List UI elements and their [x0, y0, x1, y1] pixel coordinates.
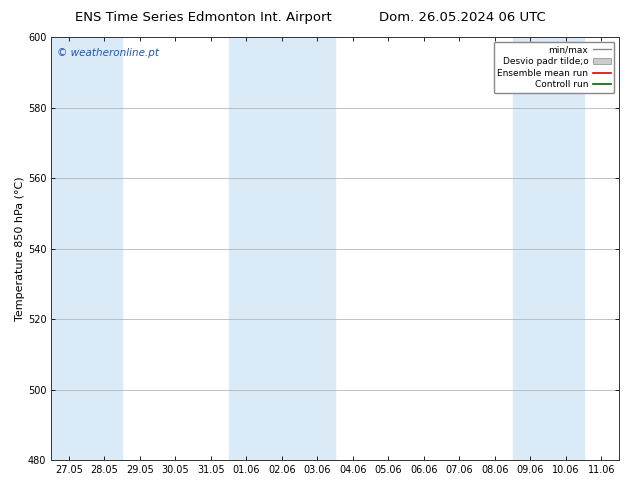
Bar — [512, 37, 583, 460]
Legend: min/max, Desvio padr tilde;o, Ensemble mean run, Controll run: min/max, Desvio padr tilde;o, Ensemble m… — [494, 42, 614, 93]
Text: © weatheronline.pt: © weatheronline.pt — [57, 48, 159, 58]
Text: ENS Time Series Edmonton Int. Airport: ENS Time Series Edmonton Int. Airport — [75, 11, 331, 24]
Bar — [51, 37, 122, 460]
Y-axis label: Temperature 850 hPa (°C): Temperature 850 hPa (°C) — [15, 176, 25, 321]
Bar — [229, 37, 335, 460]
Text: Dom. 26.05.2024 06 UTC: Dom. 26.05.2024 06 UTC — [379, 11, 547, 24]
